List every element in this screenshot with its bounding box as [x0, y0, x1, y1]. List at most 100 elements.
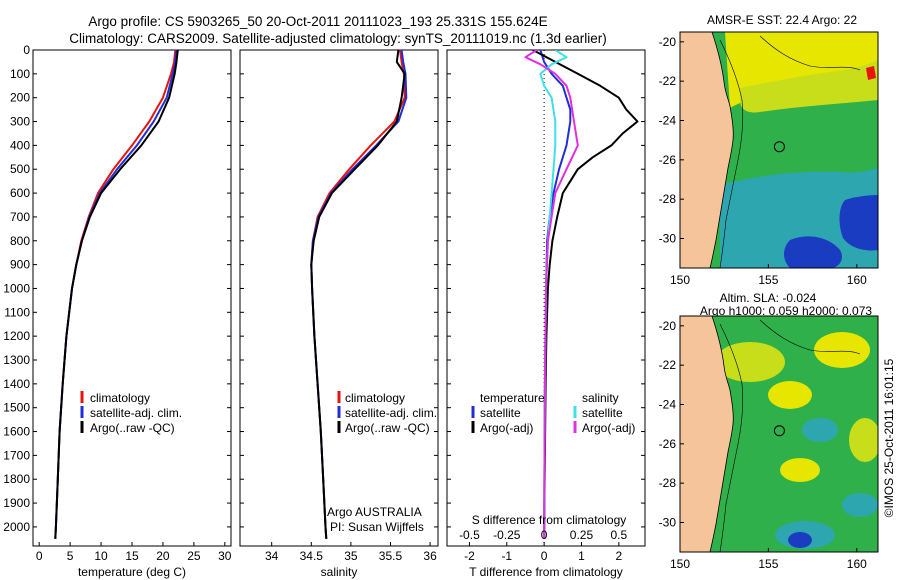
depth-tick-label: 1700 [3, 448, 30, 462]
lon-tick-label: 150 [670, 273, 690, 287]
sst-map-frame [679, 31, 879, 269]
depth-tick-label: 700 [10, 210, 30, 224]
sla-map-lon-axis: 150 155 160 [670, 548, 867, 571]
sst-map-lon-axis: 150 155 160 [670, 264, 867, 287]
depth-tick-label: 1500 [3, 401, 30, 415]
salinity-panel: 34 34.5 35 35.5 36 salinity climatology sate… [239, 49, 439, 579]
s-tick-label: 0 [541, 528, 548, 542]
x-tick-label: 30 [218, 549, 232, 563]
x-tick-label: 0 [541, 549, 548, 563]
t-difference-xlabel: T difference from climatology [469, 565, 623, 579]
sla-high-anomaly [849, 418, 878, 462]
difference-y-ticks [447, 49, 645, 528]
salinity-legend: climatology satellite-adj. clim. Argo(..… [337, 391, 437, 435]
sla-high-anomaly [814, 332, 870, 368]
difference-panel: -2 -1 0 1 2 T difference from climatology S … [446, 49, 646, 579]
title-line-2: Climatology: CARS2009. Satellite-adjuste… [69, 31, 607, 46]
shelf-contour [719, 39, 744, 268]
salinity-xlabel: salinity [321, 565, 358, 579]
sla-low-anomaly [802, 418, 838, 442]
argo-float-marker [773, 425, 785, 437]
s-tick-label: -0.25 [493, 528, 521, 542]
x-tick-label: 10 [94, 549, 108, 563]
lat-tick-label: -22 [659, 358, 677, 372]
salinity-lines [310, 50, 408, 539]
salinity-x-axis: 34 34.5 35 35.5 36 [265, 542, 437, 563]
lat-tick-label: -24 [659, 398, 677, 412]
sla-map-title-2: Argo h1000: 0.059 h2000: 0.073 [700, 304, 872, 318]
sla-map: Altim. SLA: -0.024 Argo h1000: 0.059 h20… [659, 291, 879, 571]
difference-line-salinity-argo-adj- [524, 50, 579, 539]
x-tick-label: 34 [265, 549, 279, 563]
sla-low-anomaly [842, 493, 878, 517]
reef-contour [759, 35, 861, 71]
temperature-axes-frame [32, 49, 232, 547]
sla-map-lat-axis: -20 -22 -24 -26 -28 -30 [659, 319, 684, 530]
lat-tick-label: -20 [659, 35, 677, 49]
lon-tick-label: 155 [758, 557, 778, 571]
x-tick-label: 15 [125, 549, 139, 563]
depth-tick-label: 2000 [3, 520, 30, 534]
temperature-lines [54, 50, 179, 539]
lon-tick-label: 155 [758, 273, 778, 287]
difference-lines [524, 50, 639, 539]
legend-label-climatology: climatology [90, 391, 150, 405]
salinity-y-ticks [240, 49, 438, 528]
x-tick-label: 20 [156, 549, 170, 563]
shelf-contour [719, 323, 744, 552]
x-tick-label: 35.5 [379, 549, 403, 563]
temperature-panel: 0100200300400500600700800900100011001200… [3, 43, 232, 579]
depth-tick-label: 1000 [3, 281, 30, 295]
lon-tick-label: 160 [847, 273, 867, 287]
lat-tick-label: -28 [659, 476, 677, 490]
sla-high-anomaly [768, 381, 812, 409]
difference-axes-frame [446, 49, 646, 547]
sst-map: AMSR-E SST: 22.4 Argo: 22 150 155 160 -20-… [659, 13, 879, 287]
x-tick-label: 2 [616, 549, 623, 563]
depth-tick-label: 200 [10, 91, 30, 105]
depth-tick-label: 1800 [3, 472, 30, 486]
legend-title-temperature: temperature [480, 391, 545, 405]
legend-label-sal-argo: Argo(-adj) [582, 421, 635, 435]
x-tick-label: 1 [578, 549, 585, 563]
difference-legend: temperature satellite Argo(-adj) salinit… [471, 391, 635, 435]
sla-high-anomaly [780, 458, 820, 482]
depth-tick-label: 1200 [3, 329, 30, 343]
s-difference-ticks: -0.5 -0.25 0 0.25 0.5 [459, 528, 627, 542]
legend-title-salinity: salinity [582, 391, 619, 405]
depth-tick-label: 1100 [4, 305, 30, 319]
salinity-line-argo [310, 50, 406, 539]
legend-label-satellite: satellite-adj. clim. [345, 406, 437, 420]
temperature-x-axis: 0 5 10 15 20 25 30 [36, 542, 232, 563]
lat-tick-label: -26 [659, 153, 677, 167]
sst-map-lat-axis: -20 -22 -24 -26 -28 -30 [659, 35, 684, 246]
reef-contour [759, 319, 861, 355]
depth-tick-label: 0 [23, 43, 30, 57]
lat-tick-label: -22 [659, 74, 677, 88]
depth-tick-label: 300 [10, 115, 30, 129]
sst-red-spot [866, 66, 876, 80]
sla-map-field [680, 316, 878, 552]
lat-tick-label: -24 [659, 114, 677, 128]
legend-label-argo: Argo(..raw -QC) [345, 421, 430, 435]
sla-map-title-1: Altim. SLA: -0.024 [720, 291, 817, 305]
depth-tick-label: 100 [10, 67, 30, 81]
x-tick-label: -1 [501, 549, 512, 563]
legend-label-temp-satellite: satellite [480, 406, 521, 420]
x-tick-label: 36 [423, 549, 437, 563]
difference-x-axis: -2 -1 0 1 2 [464, 542, 623, 563]
sst-warm-water [740, 60, 878, 113]
s-tick-label: -0.5 [459, 528, 480, 542]
difference-line-temperature-argo-adj- [532, 50, 639, 539]
lat-tick-label: -26 [659, 437, 677, 451]
x-tick-label: -2 [464, 549, 475, 563]
sst-cool-water [720, 168, 878, 268]
legend-label-argo: Argo(..raw -QC) [90, 421, 175, 435]
title-line-1: Argo profile: CS 5903265_50 20-Oct-2011 … [88, 14, 547, 29]
sst-cold-water [784, 236, 842, 268]
s-difference-label: S difference from climatology [472, 513, 627, 527]
x-tick-label: 35 [344, 549, 358, 563]
x-tick-label: 34.5 [300, 549, 324, 563]
depth-tick-label: 500 [10, 162, 30, 176]
